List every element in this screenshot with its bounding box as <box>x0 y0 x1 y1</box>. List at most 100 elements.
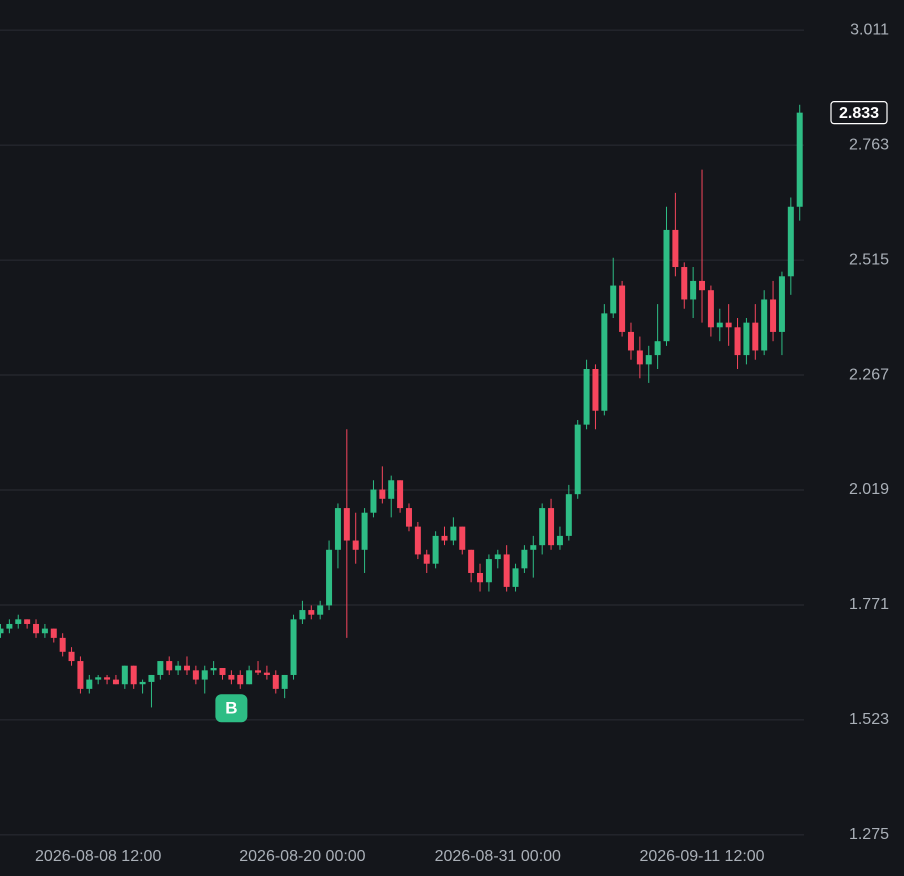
candle-body <box>397 480 404 509</box>
candle-body <box>725 322 732 328</box>
candle-body <box>326 549 333 606</box>
candle-body <box>610 285 617 314</box>
y-tick-label: 3.011 <box>850 21 889 38</box>
candle-body <box>219 668 226 675</box>
candle-body <box>663 229 670 342</box>
candle-body <box>112 679 119 685</box>
trade-marker <box>215 694 248 723</box>
candle-body <box>148 674 155 682</box>
candle-body <box>699 280 706 291</box>
candle-body <box>627 331 634 351</box>
candle-body <box>157 661 164 675</box>
candle-body <box>299 610 306 620</box>
candle-body <box>130 665 137 685</box>
candle-body <box>556 535 563 546</box>
candle-body <box>139 681 146 685</box>
candle-body <box>672 229 679 268</box>
candle-body <box>201 670 208 680</box>
candle-body <box>707 290 714 328</box>
x-tick-label: 2026-08-31 00:00 <box>435 848 561 865</box>
y-tick-label: 1.771 <box>849 596 889 613</box>
candle-body <box>33 623 40 634</box>
candle-body <box>485 559 492 583</box>
candle-body <box>716 322 723 328</box>
candle-body <box>166 661 173 671</box>
candle-body <box>636 350 643 365</box>
candle-body <box>761 299 768 351</box>
candle-body <box>565 494 572 536</box>
candle-body <box>352 540 359 550</box>
candle-body <box>432 535 439 564</box>
x-tick-label: 2026-08-20 00:00 <box>239 848 365 865</box>
x-tick-label: 2026-08-08 12:00 <box>35 848 161 865</box>
candle-body <box>539 508 546 546</box>
candle-body <box>405 508 412 527</box>
candle-body <box>601 313 608 411</box>
candle-body <box>24 619 31 624</box>
candle-body <box>290 619 297 675</box>
candle-body <box>0 628 4 634</box>
candle-body <box>414 526 421 555</box>
y-tick-label: 2.763 <box>849 136 889 153</box>
candle-body <box>237 674 244 685</box>
candle-body <box>548 508 555 546</box>
candle-body <box>423 554 430 564</box>
candle-body <box>477 572 484 583</box>
candle-body <box>512 568 519 587</box>
candle-body <box>334 508 341 550</box>
trade-marker-label: B <box>225 699 237 718</box>
candle-body <box>86 679 93 689</box>
candle-body <box>459 526 466 550</box>
candle-body <box>503 554 510 587</box>
candle-body <box>68 651 75 662</box>
candle-body <box>50 628 57 638</box>
candle-body <box>583 369 590 425</box>
candle-body <box>255 670 262 673</box>
candle-body <box>343 508 350 541</box>
candle-body <box>619 285 626 332</box>
candle-body <box>530 545 537 550</box>
candle-body <box>281 674 288 689</box>
candle-body <box>121 665 128 685</box>
y-tick-label: 2.515 <box>849 251 889 268</box>
candle-body <box>468 549 475 573</box>
last-price-label: 2.833 <box>839 105 879 122</box>
candle-body <box>770 299 777 332</box>
candle-body <box>104 677 111 680</box>
y-tick-label: 1.523 <box>849 711 889 728</box>
candle-body <box>645 355 652 365</box>
y-tick-label: 2.267 <box>849 366 889 383</box>
candle-body <box>15 619 22 624</box>
candle-body <box>787 206 794 277</box>
candle-body <box>592 369 599 411</box>
candle-body <box>796 112 803 207</box>
candle-body <box>778 276 785 332</box>
candle-body <box>228 674 235 680</box>
candle-body <box>41 628 48 634</box>
candle-body <box>59 637 66 652</box>
candle-body <box>734 327 741 356</box>
candle-body <box>370 489 377 513</box>
candle-body <box>183 665 190 671</box>
candle-body <box>690 280 697 300</box>
candle-body <box>263 672 270 675</box>
last-price-box <box>830 101 888 125</box>
y-tick-label: 2.019 <box>849 481 889 498</box>
candle-body <box>388 480 395 499</box>
candle-body <box>6 623 13 629</box>
candle-body <box>743 322 750 356</box>
y-tick-label: 1.275 <box>849 826 889 843</box>
candle-body <box>192 670 199 680</box>
candle-body <box>246 670 253 685</box>
candle-body <box>379 489 386 499</box>
candle-body <box>210 668 217 671</box>
candle-body <box>450 526 457 541</box>
candle-body <box>752 322 759 351</box>
candle-body <box>521 549 528 569</box>
candle-body <box>361 512 368 550</box>
candle-body <box>441 535 448 541</box>
x-tick-label: 2026-09-11 12:00 <box>639 848 764 865</box>
candle-body <box>317 605 324 615</box>
